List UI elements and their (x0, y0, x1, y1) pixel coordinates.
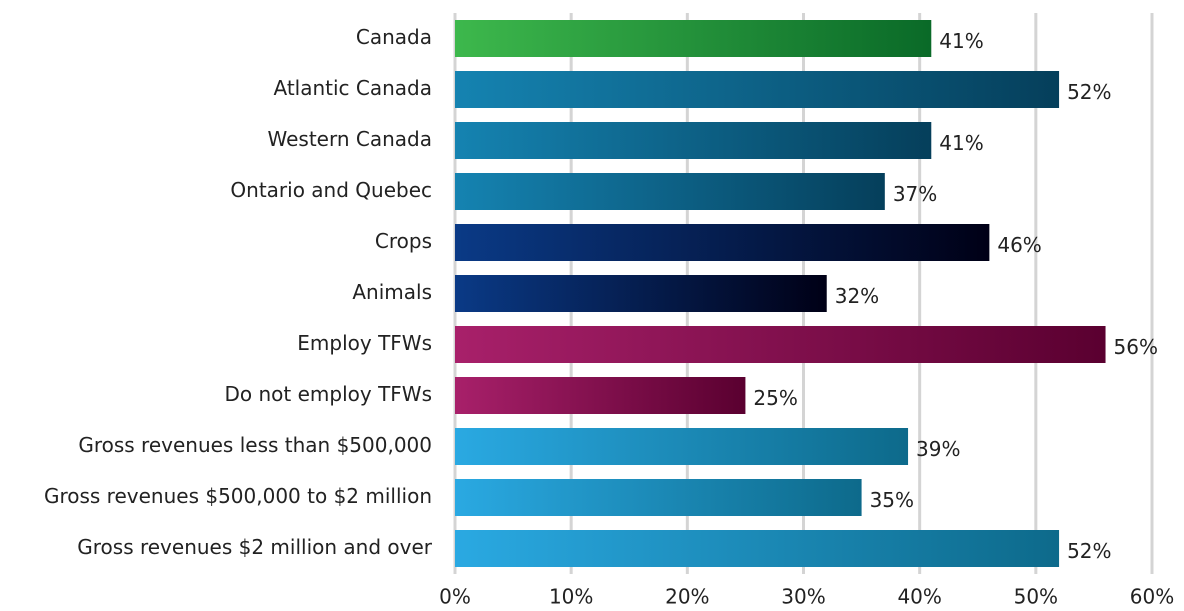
bar (455, 71, 1060, 108)
bar (455, 20, 932, 57)
y-tick-label: Crops (375, 229, 432, 253)
bar (455, 122, 932, 159)
bar (455, 173, 885, 210)
value-label: 25% (753, 386, 797, 410)
y-tick-label: Atlantic Canada (273, 76, 432, 100)
y-tick-label: Gross revenues $500,000 to $2 million (44, 484, 432, 508)
bar (455, 275, 827, 312)
y-tick-label: Gross revenues $2 million and over (77, 535, 433, 559)
y-tick-label: Canada (356, 25, 432, 49)
bar (455, 377, 746, 414)
x-tick-label: 0% (439, 585, 471, 609)
y-tick-label: Western Canada (268, 127, 432, 151)
x-tick-label: 40% (897, 585, 941, 609)
value-label: 35% (870, 488, 914, 512)
y-tick-label: Animals (352, 280, 432, 304)
value-label: 52% (1067, 539, 1111, 563)
value-label: 37% (893, 182, 937, 206)
x-tick-label: 30% (781, 585, 825, 609)
value-label: 32% (835, 284, 879, 308)
value-label: 52% (1067, 80, 1111, 104)
x-tick-label: 20% (665, 585, 709, 609)
y-tick-label: Ontario and Quebec (230, 178, 432, 202)
bar (455, 479, 862, 516)
value-label: 39% (916, 437, 960, 461)
value-label: 41% (939, 29, 983, 53)
bar (455, 224, 990, 261)
value-label: 56% (1114, 335, 1158, 359)
y-tick-label: Gross revenues less than $500,000 (78, 433, 432, 457)
value-label: 46% (997, 233, 1041, 257)
y-tick-label: Do not employ TFWs (225, 382, 433, 406)
bar (455, 530, 1060, 567)
value-label: 41% (939, 131, 983, 155)
bar (455, 428, 909, 465)
x-tick-label: 60% (1130, 585, 1174, 609)
y-tick-label: Employ TFWs (297, 331, 432, 355)
bar (455, 326, 1106, 363)
x-tick-label: 50% (1014, 585, 1058, 609)
x-tick-label: 10% (549, 585, 593, 609)
